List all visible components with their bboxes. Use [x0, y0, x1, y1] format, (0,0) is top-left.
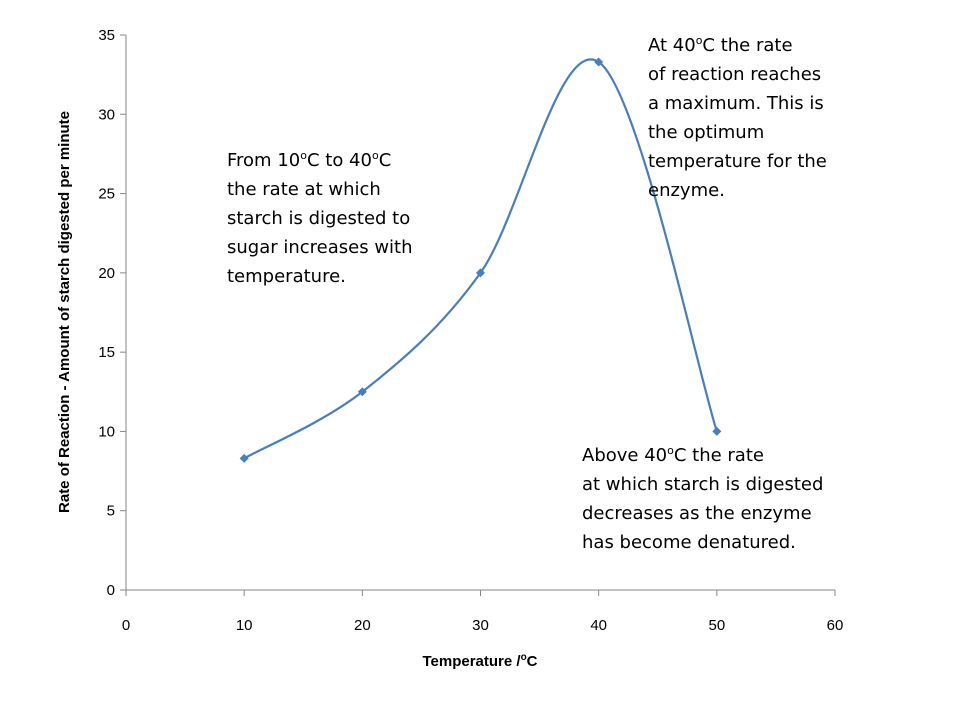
- data-point-4: [712, 426, 722, 436]
- series-layer: [239, 57, 722, 463]
- x-tick-label-5: 50: [708, 617, 725, 634]
- x-ticks: 0 10 20 30 40 50 60: [122, 590, 844, 634]
- axes: 0 5 10 15 20 25 30 35 0 10 20 30 40 50 60: [98, 27, 843, 634]
- series-line-0: [243, 58, 718, 460]
- annotation-peak-line-5: temperature for the: [648, 151, 827, 172]
- x-tick-label-1: 10: [236, 617, 253, 634]
- annotation-rise-line-3: starch is digested to: [227, 208, 411, 229]
- x-tick-label-4: 40: [590, 617, 607, 634]
- y-tick-label-3: 15: [98, 344, 115, 361]
- annotation-fall-line-2: at which starch is digested: [582, 474, 824, 495]
- y-tick-label-1: 5: [107, 503, 115, 520]
- y-tick-label-0: 0: [107, 582, 115, 599]
- x-tick-label-3: 30: [472, 617, 489, 634]
- y-tick-label-6: 30: [98, 106, 115, 123]
- annotation-fall-line-3: decreases as the enzyme: [582, 503, 812, 524]
- x-tick-label-6: 60: [827, 617, 844, 634]
- x-tick-label-0: 0: [122, 617, 130, 634]
- data-point-2: [476, 268, 485, 278]
- x-tick-label-2: 20: [354, 617, 371, 634]
- annotation-fall-line-4: has become denatured.: [582, 532, 796, 553]
- annotation-rise-line-5: temperature.: [227, 266, 346, 287]
- annotation-fall-line-1: Above 40oC the rate: [582, 444, 764, 466]
- y-tick-label-7: 35: [98, 27, 115, 44]
- annotation-rise: From 10oC to 40oC the rate at which star…: [227, 146, 413, 291]
- y-axis-title: Rate of Reaction - Amount of starch dige…: [56, 111, 73, 513]
- y-tick-label-2: 10: [98, 423, 115, 440]
- y-ticks: 0 5 10 15 20 25 30 35: [98, 27, 126, 599]
- annotation-peak-line-6: enzyme.: [648, 180, 725, 201]
- data-point-1: [357, 387, 367, 397]
- y-tick-label-4: 20: [98, 265, 115, 282]
- annotation-peak: At 40oC the rate of reaction reaches a m…: [648, 31, 827, 205]
- annotation-fall: Above 40oC the rate at which starch is d…: [582, 441, 823, 557]
- annotation-peak-line-1: At 40oC the rate: [648, 34, 793, 56]
- x-axis-title: Temperature /oC: [422, 652, 537, 670]
- annotation-peak-line-2: of reaction reaches: [648, 64, 822, 85]
- y-tick-label-5: 25: [98, 186, 115, 203]
- annotation-rise-line-1: From 10oC to 40oC: [227, 149, 392, 171]
- annotation-peak-line-4: the optimum: [648, 122, 765, 143]
- data-point-3: [594, 57, 604, 67]
- data-point-0: [239, 453, 249, 463]
- annotation-rise-line-2: the rate at which: [227, 179, 381, 200]
- annotation-peak-line-3: a maximum. This is: [648, 93, 824, 114]
- annotation-rise-line-4: sugar increases with: [227, 237, 413, 258]
